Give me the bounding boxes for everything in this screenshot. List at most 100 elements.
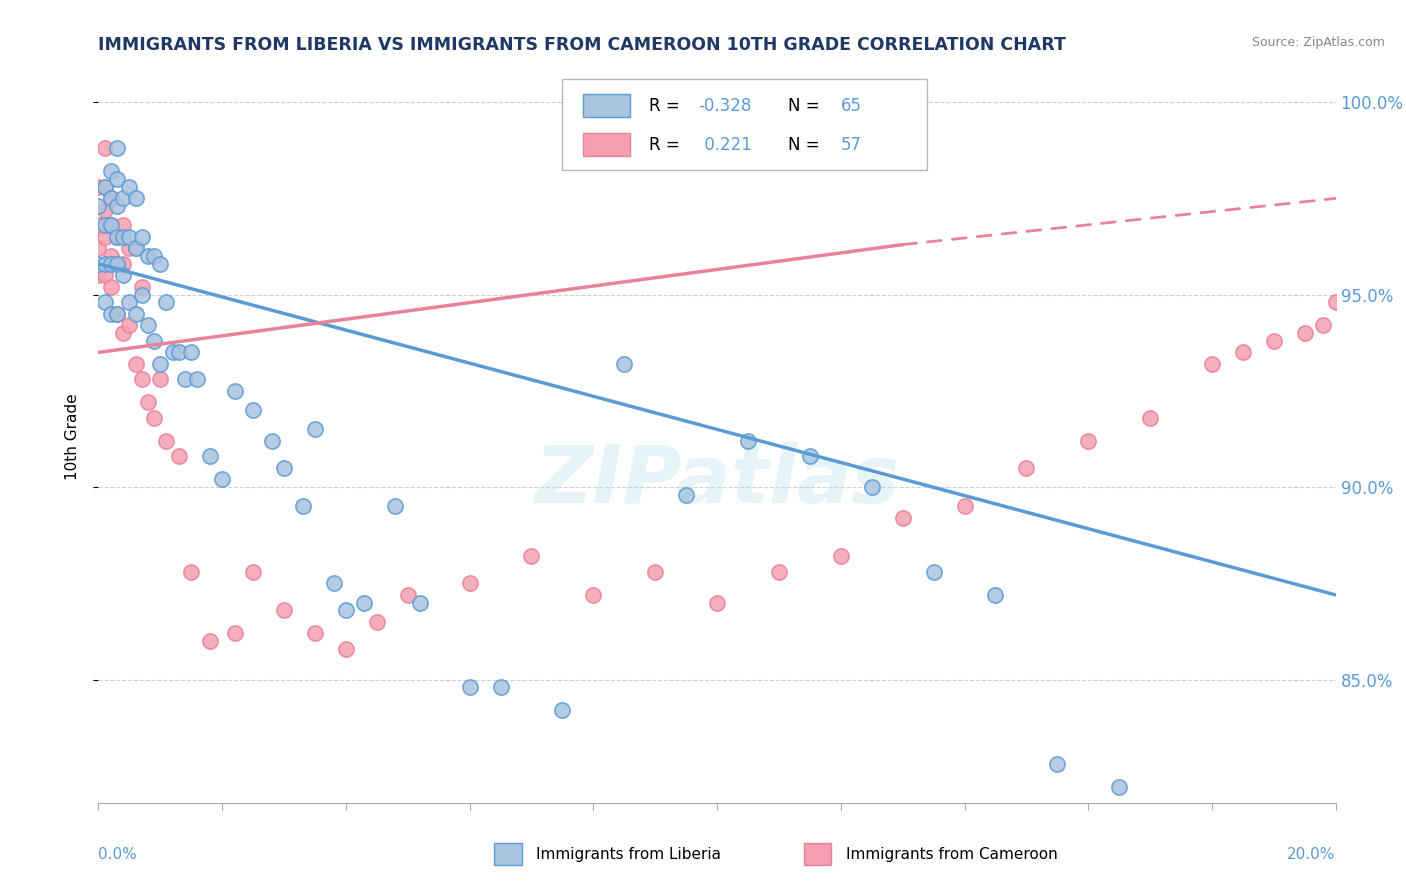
Point (112, 257, 135, 271)
Point (143, 334, 166, 348)
Point (335, 641, 357, 656)
Point (105, 230, 128, 244)
Point (1324, 295, 1347, 310)
Point (353, 596, 375, 610)
Point (409, 596, 432, 610)
Point (1077, 434, 1099, 448)
Text: 20.0%: 20.0% (1288, 847, 1336, 862)
Point (124, 242, 146, 256)
Point (100, 191, 122, 205)
Point (112, 219, 135, 233)
Point (93, 295, 115, 310)
Point (87, 219, 110, 233)
Point (706, 596, 728, 610)
Point (131, 230, 153, 244)
Point (149, 257, 172, 271)
Point (118, 179, 141, 194)
Point (1046, 757, 1069, 772)
Point (198, 634, 221, 648)
FancyBboxPatch shape (583, 94, 630, 118)
Point (984, 588, 1007, 602)
Point (186, 372, 208, 386)
Point (384, 500, 406, 514)
Point (322, 576, 344, 591)
Point (112, 230, 135, 244)
Point (396, 588, 419, 602)
Point (1294, 326, 1316, 340)
Point (143, 249, 166, 263)
Point (100, 257, 122, 271)
Text: 65: 65 (841, 96, 862, 115)
Point (105, 199, 128, 213)
Point (304, 626, 326, 640)
Point (93, 268, 115, 283)
Point (799, 450, 821, 464)
Point (118, 242, 141, 256)
Point (613, 357, 636, 371)
Point (1232, 345, 1254, 359)
Point (131, 372, 153, 386)
Point (224, 626, 246, 640)
Point (93, 179, 115, 194)
Point (291, 500, 314, 514)
Point (93, 179, 115, 194)
Point (93, 141, 115, 155)
Point (174, 372, 197, 386)
Point (737, 434, 759, 448)
Point (124, 357, 146, 371)
Point (118, 318, 141, 333)
Point (198, 450, 221, 464)
Point (1139, 410, 1161, 425)
FancyBboxPatch shape (562, 78, 928, 170)
Text: 57: 57 (841, 136, 862, 153)
Point (100, 307, 122, 321)
Point (155, 295, 177, 310)
Point (143, 410, 166, 425)
Point (768, 565, 790, 579)
Point (112, 191, 135, 205)
Point (149, 372, 172, 386)
Point (162, 345, 184, 359)
Point (87, 257, 110, 271)
Point (93, 219, 115, 233)
FancyBboxPatch shape (804, 843, 831, 865)
Point (458, 681, 481, 695)
Text: IMMIGRANTS FROM LIBERIA VS IMMIGRANTS FROM CAMEROON 10TH GRADE CORRELATION CHART: IMMIGRANTS FROM LIBERIA VS IMMIGRANTS FR… (98, 36, 1066, 54)
Text: N =: N = (787, 96, 824, 115)
Point (273, 603, 295, 617)
Point (100, 249, 122, 263)
Point (1015, 461, 1038, 475)
Point (1312, 318, 1334, 333)
Point (100, 164, 122, 178)
Point (489, 681, 512, 695)
Point (136, 249, 159, 263)
Point (136, 395, 159, 409)
Point (100, 219, 122, 233)
Point (891, 511, 914, 525)
Point (922, 565, 945, 579)
Point (1201, 357, 1223, 371)
Text: 0.0%: 0.0% (98, 847, 138, 862)
Text: -0.328: -0.328 (699, 96, 752, 115)
Point (304, 422, 326, 436)
Text: N =: N = (787, 136, 824, 153)
Point (112, 268, 135, 283)
Point (644, 565, 666, 579)
Point (100, 191, 122, 205)
Point (242, 565, 264, 579)
Point (124, 191, 146, 205)
Point (131, 280, 153, 294)
Point (582, 588, 605, 602)
Point (551, 703, 574, 717)
Point (136, 318, 159, 333)
Point (366, 615, 388, 629)
Point (105, 257, 128, 271)
Text: ZIPatlas: ZIPatlas (534, 442, 900, 520)
Point (93, 257, 115, 271)
Point (105, 257, 128, 271)
Point (520, 549, 543, 564)
Point (112, 326, 135, 340)
Point (155, 434, 177, 448)
Text: Immigrants from Liberia: Immigrants from Liberia (537, 847, 721, 862)
Point (1263, 334, 1285, 348)
